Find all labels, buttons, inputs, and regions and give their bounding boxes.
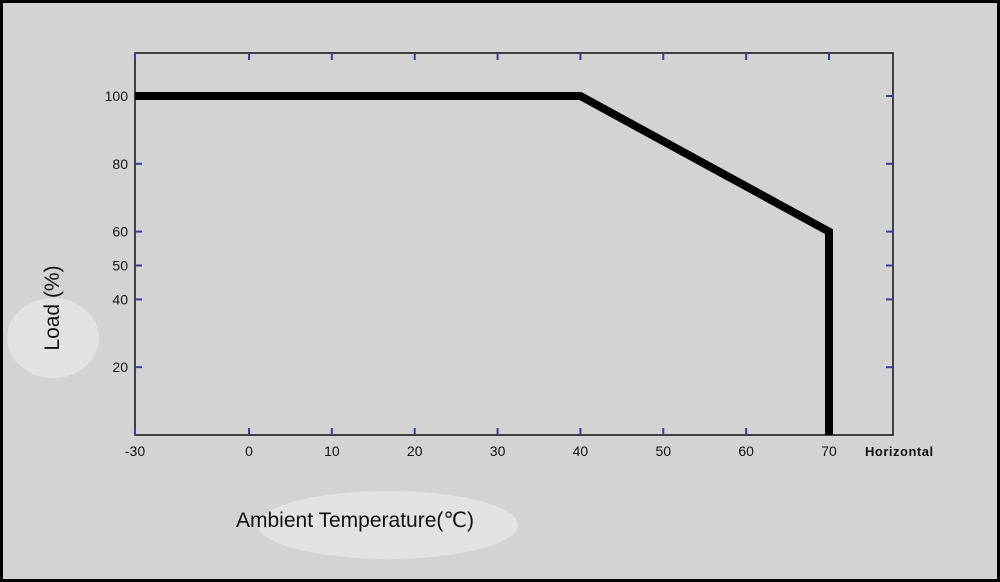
y-tick-label: 80: [112, 156, 128, 172]
smudge-bottom: [258, 491, 518, 559]
x-tick-label: 10: [324, 443, 340, 459]
chart-frame: 20 40 50 60 80 100 -30 0 10 20 30 40 50 60 70 Horizon…: [3, 3, 997, 579]
y-tick-label: 40: [112, 291, 128, 307]
y-tick-label: 50: [112, 258, 128, 274]
smudge-left: [7, 298, 99, 378]
x-tick-label: 30: [490, 443, 506, 459]
y-axis-ticks: 20 40 50 60 80 100: [105, 88, 893, 375]
x-tick-label: 0: [245, 443, 253, 459]
x-axis-ticks: -30 0 10 20 30 40 50 60 70: [125, 53, 837, 459]
y-tick-label: 60: [112, 224, 128, 240]
x-axis-title: Ambient Temperature(℃): [236, 509, 474, 532]
x-tick-label: 60: [738, 443, 754, 459]
x-tick-label: 50: [655, 443, 671, 459]
plot-area: [134, 52, 894, 436]
background-smudges: [7, 298, 518, 559]
derating-chart: 20 40 50 60 80 100 -30 0 10 20 30 40 50 60 70 Horizon…: [7, 52, 934, 559]
x-tick-label: 70: [821, 443, 837, 459]
load-derating-line: [135, 92, 833, 435]
x-tick-label: 40: [573, 443, 589, 459]
y-tick-label: 20: [112, 359, 128, 375]
x-axis-end-label: Horizontal: [865, 444, 934, 459]
x-tick-label: 20: [407, 443, 423, 459]
y-tick-label: 100: [105, 88, 129, 104]
x-tick-label: -30: [125, 443, 145, 459]
y-axis-title: Load (%): [41, 265, 64, 350]
